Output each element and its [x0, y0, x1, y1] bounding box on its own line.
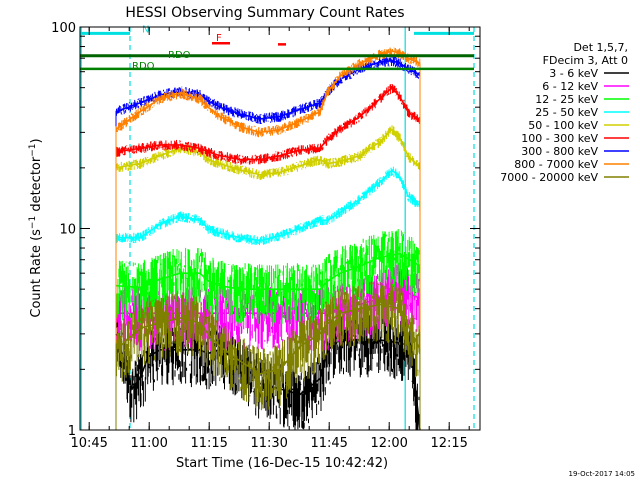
x-tick-label: 11:45	[310, 436, 347, 451]
annotation-3: F	[216, 33, 222, 44]
chart-title: HESSI Observing Summary Count Rates	[125, 5, 404, 21]
series-line	[115, 252, 421, 290]
legend-label: 12 - 25 keV	[535, 93, 598, 106]
legend-label: 7000 - 20000 keV	[500, 171, 598, 184]
series-noise-band	[115, 166, 421, 246]
x-tick-label: 12:15	[430, 436, 467, 451]
y-label-main: Count Rate (s	[29, 229, 44, 318]
x-tick-label: 11:00	[130, 436, 167, 451]
y-label-sup2: −1	[28, 143, 38, 156]
legend-label: 25 - 50 keV	[535, 106, 598, 119]
y-label-mid: detector	[29, 156, 44, 216]
x-tick-label: 12:00	[370, 436, 407, 451]
annotation-0: N	[142, 24, 149, 35]
series-line	[115, 303, 421, 375]
plot-area: N RDO RDO F	[80, 24, 475, 431]
y-label-end: )	[29, 138, 44, 143]
legend-label: 100 - 300 keV	[521, 132, 598, 145]
x-tick-label: 11:30	[250, 436, 287, 451]
series-line	[115, 86, 421, 161]
legend-label: 3 - 6 keV	[549, 67, 598, 80]
series-line	[115, 50, 421, 134]
legend-label: 300 - 800 keV	[521, 145, 598, 158]
x-tick-label: 10:45	[70, 436, 107, 451]
legend-label: 50 - 100 keV	[528, 119, 598, 132]
x-axis-label: Start Time (16-Dec-15 10:42:42)	[176, 456, 388, 471]
legend-header: FDecim 3, Att 0	[543, 54, 628, 67]
series-8	[115, 280, 421, 430]
y-axis-label: Count Rate (s−1 detector−1)	[28, 138, 44, 317]
series-noise-band	[115, 55, 421, 124]
y-label-sup1: −1	[28, 216, 38, 229]
y-tick-label: 10	[59, 223, 76, 238]
y-tick-label: 1	[68, 424, 76, 439]
y-tick-label: 100	[51, 21, 76, 36]
x-tick-label: 11:15	[190, 436, 227, 451]
legend-label: 800 - 7000 keV	[514, 158, 598, 171]
series-noise-band	[115, 125, 421, 180]
legend-label: 6 - 12 keV	[542, 80, 598, 93]
axes: 10:45 11:00 11:15 11:30 11:45 12:00 12:15 1 10 10…	[51, 21, 480, 451]
footer-timestamp: 19-Oct-2017 14:05	[569, 470, 635, 478]
series-line	[116, 169, 421, 242]
legend-header: Det 1,5,7,	[573, 41, 628, 54]
annotation-1: RDO	[168, 50, 191, 61]
annotation-2: RDO	[132, 61, 155, 72]
